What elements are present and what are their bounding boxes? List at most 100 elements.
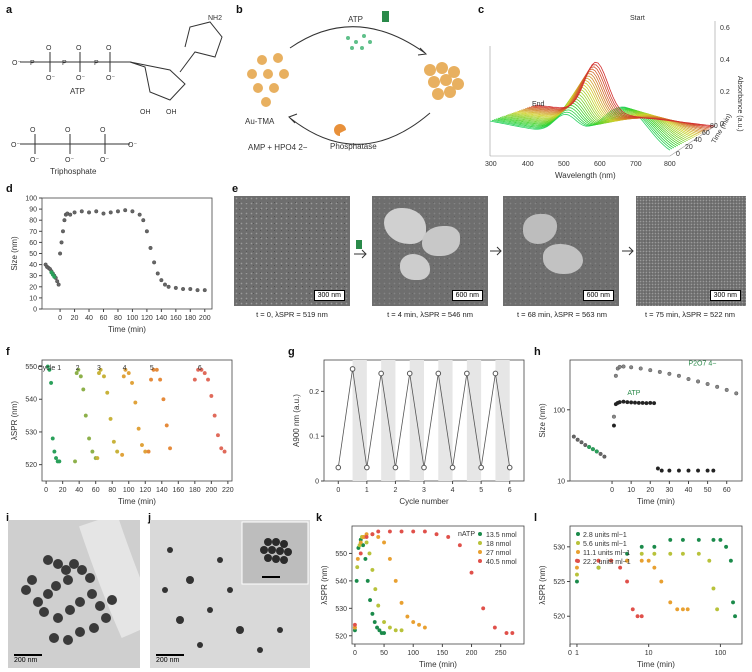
data-point xyxy=(422,625,427,630)
data-point xyxy=(219,446,224,451)
data-point xyxy=(639,551,644,556)
x-tick-label: 0 xyxy=(353,650,357,657)
c-ztick: 20 xyxy=(685,144,693,151)
data-point xyxy=(364,540,369,545)
data-point xyxy=(667,468,672,473)
chart-size-atp-p2o7: 0 10 20 30 40 50 60 10 100 Time (min) Size (nm) ATP… xyxy=(538,359,743,506)
x-tick-label: 20 xyxy=(59,487,67,494)
amp-hpo4-label: AMP + HPO4 2− xyxy=(248,143,308,152)
data-point xyxy=(363,556,368,561)
data-point xyxy=(668,537,673,542)
svg-text:O: O xyxy=(76,45,82,52)
data-point xyxy=(149,377,154,382)
data-point xyxy=(59,240,64,245)
data-point xyxy=(594,449,599,454)
data-point xyxy=(123,367,128,372)
panel-label-g: g xyxy=(288,346,295,358)
legend-title: nATP xyxy=(458,531,475,538)
data-point xyxy=(54,456,59,461)
data-point xyxy=(617,364,622,369)
y-tick-label: 100 xyxy=(25,196,37,203)
y-axis-label: Size (nm) xyxy=(538,403,547,438)
svg-text:P: P xyxy=(62,60,67,67)
cycle-label: 4 xyxy=(123,365,127,372)
data-point xyxy=(590,447,595,452)
series-label: ATP xyxy=(627,390,640,397)
data-point xyxy=(696,468,701,473)
data-point xyxy=(629,365,634,370)
scale-bar: 300 nm xyxy=(313,290,345,301)
data-point xyxy=(635,614,640,619)
data-point xyxy=(123,208,128,213)
data-point xyxy=(602,454,607,459)
cycle-label: 2 xyxy=(76,365,80,372)
data-point xyxy=(335,464,342,471)
legend-marker xyxy=(576,532,580,536)
c-ylabel: Absorbance (a.u.) xyxy=(736,76,743,132)
x-tick-label: 1 xyxy=(365,487,369,494)
data-point xyxy=(101,211,106,216)
x-axis-label: Time (min) xyxy=(419,660,457,669)
data-point xyxy=(632,400,637,405)
data-point xyxy=(506,464,513,471)
x-tick-label: 50 xyxy=(380,650,388,657)
data-point xyxy=(376,529,381,534)
data-point xyxy=(574,565,579,570)
svg-text:O: O xyxy=(30,127,36,134)
legend-label: 18 nmol xyxy=(486,541,511,548)
y-tick-label: 0 xyxy=(33,307,37,314)
c-ztick: 40 xyxy=(694,137,702,144)
x-tick-label: 100 xyxy=(123,487,135,494)
x-tick-label: 250 xyxy=(495,650,507,657)
data-point xyxy=(68,212,73,217)
x-tick-label: 120 xyxy=(139,487,151,494)
x-tick-label: 220 xyxy=(222,487,234,494)
data-point xyxy=(56,282,61,287)
data-point xyxy=(492,625,497,630)
data-point xyxy=(675,607,680,612)
x-tick-label: 20 xyxy=(646,487,654,494)
data-point xyxy=(382,631,387,636)
data-point xyxy=(74,371,79,376)
data-point xyxy=(212,413,217,418)
legend-marker xyxy=(576,559,580,563)
data-point xyxy=(78,374,83,379)
data-point xyxy=(417,622,422,627)
data-point xyxy=(625,558,630,563)
data-point xyxy=(715,384,720,389)
data-point xyxy=(199,367,204,372)
phosphatase-icon xyxy=(334,124,346,136)
data-point xyxy=(621,399,626,404)
data-point xyxy=(98,367,103,372)
spectrum-curve xyxy=(497,104,679,147)
spectrum-curve xyxy=(507,93,688,142)
data-point xyxy=(166,284,171,289)
x-tick-label: 100 xyxy=(127,315,139,322)
data-point xyxy=(372,620,377,625)
x-axis-label: Time (min) xyxy=(637,660,675,669)
spectrum-curve xyxy=(499,102,681,146)
x-tick-label: 120 xyxy=(141,315,153,322)
oh-label-2: OH xyxy=(166,109,177,116)
sem-caption: t = 75 min, λSPR = 522 nm xyxy=(644,310,736,319)
x-tick-label: 30 xyxy=(665,487,673,494)
data-point xyxy=(202,288,207,293)
data-point xyxy=(686,468,691,473)
data-point xyxy=(105,390,110,395)
data-point xyxy=(159,278,164,283)
legend-label: 27 nmol xyxy=(486,550,511,557)
y-tick-label: 20 xyxy=(29,284,37,291)
y-axis-label: Size (nm) xyxy=(10,236,19,271)
data-point xyxy=(202,371,207,376)
c-xtick: 500 xyxy=(558,161,570,168)
data-point xyxy=(378,370,384,377)
x-tick-label: 60 xyxy=(723,487,731,494)
x-tick-label: 80 xyxy=(114,315,122,322)
data-point xyxy=(657,369,662,374)
sem-caption: t = 0, λSPR = 519 nm xyxy=(256,310,328,319)
x-tick-label: 20 xyxy=(71,315,79,322)
data-point xyxy=(446,534,451,539)
sem-caption: t = 4 min, λSPR = 546 nm xyxy=(387,310,473,319)
x-axis-label: Time (min) xyxy=(637,497,675,506)
data-point xyxy=(574,572,579,577)
